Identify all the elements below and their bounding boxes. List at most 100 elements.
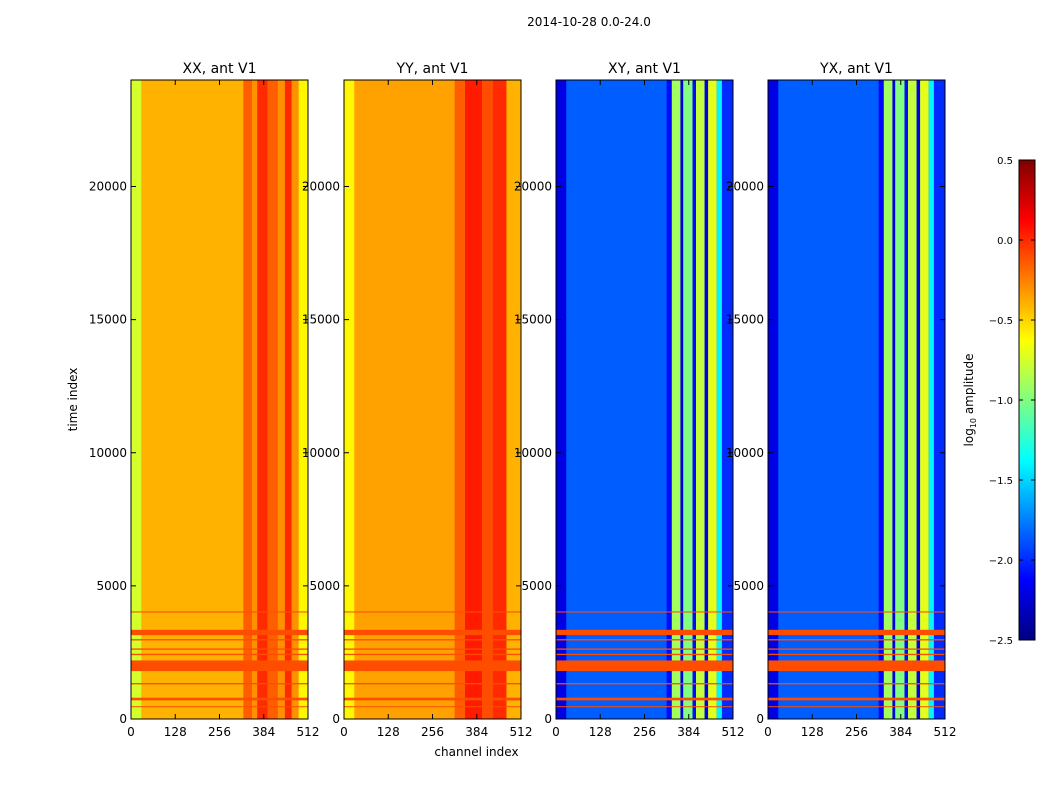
x-tick-label: 128 xyxy=(377,725,400,739)
heatmap-band xyxy=(556,80,567,719)
flagged-row xyxy=(768,653,945,656)
y-tick-label: 20000 xyxy=(514,180,552,194)
panel-3: XY, ant V1 0 128 256 384 512 0 5000 10000 15000 20… xyxy=(514,61,745,739)
x-axis-label: channel index xyxy=(434,745,518,759)
colorbar-tick-label: −0.5 xyxy=(989,316,1013,327)
heatmap-band xyxy=(704,80,709,719)
flagged-row xyxy=(556,660,733,672)
flagged-row xyxy=(556,648,733,650)
heatmap-band xyxy=(708,80,717,719)
flagged-row xyxy=(131,639,308,641)
colorbar-label-sub: 10 xyxy=(969,418,978,428)
flagged-row xyxy=(344,660,521,672)
x-tick-label: 512 xyxy=(510,725,533,739)
x-tick-label: 384 xyxy=(252,725,275,739)
heatmap-band xyxy=(904,80,909,719)
flagged-row xyxy=(768,697,945,701)
y-axis-label: time index xyxy=(66,368,80,432)
flagged-row xyxy=(768,648,945,650)
y-tick-label: 10000 xyxy=(302,446,340,460)
heatmap-panels: XX, ant V1 0 128 256 384 512 0 5000 10000 15000 20… xyxy=(66,61,956,759)
y-tick-label: 10000 xyxy=(89,446,127,460)
heatmap-band xyxy=(277,80,285,719)
y-tick-label: 15000 xyxy=(302,313,340,327)
x-tick-label: 512 xyxy=(297,725,320,739)
heatmap-band xyxy=(464,80,483,719)
y-tick-label: 20000 xyxy=(302,180,340,194)
flagged-row xyxy=(131,653,308,656)
colorbar-tick-label: 0.0 xyxy=(997,236,1013,247)
flagged-row xyxy=(768,639,945,641)
heatmap-band xyxy=(928,80,934,719)
x-tick-label: 128 xyxy=(164,725,187,739)
x-tick-label: 256 xyxy=(421,725,444,739)
heatmap-band xyxy=(895,80,905,719)
heatmap-band xyxy=(883,80,893,719)
y-tick-label: 0 xyxy=(119,712,127,726)
y-tick-label: 10000 xyxy=(514,446,552,460)
flagged-row xyxy=(556,611,733,613)
flagged-row xyxy=(344,611,521,613)
x-tick-label: 128 xyxy=(589,725,612,739)
x-tick-label: 128 xyxy=(801,725,824,739)
heatmap-band xyxy=(916,80,921,719)
heatmap-band xyxy=(257,80,268,719)
y-tick-label: 5000 xyxy=(521,579,552,593)
heatmap-band xyxy=(492,80,507,719)
y-tick-label: 5000 xyxy=(733,579,764,593)
flagged-row xyxy=(131,683,308,685)
flagged-row xyxy=(768,683,945,685)
colorbar-label-log: log xyxy=(962,428,976,446)
heatmap-band xyxy=(251,80,258,719)
heatmap-band xyxy=(482,80,493,719)
flagged-row xyxy=(344,706,521,708)
heatmap-band xyxy=(141,80,244,719)
panel-title: XX, ant V1 xyxy=(183,61,257,77)
heatmap-band xyxy=(566,80,667,719)
x-tick-label: 256 xyxy=(633,725,656,739)
flagged-row xyxy=(131,629,308,636)
y-tick-label: 20000 xyxy=(89,180,127,194)
heatmap-band xyxy=(671,80,681,719)
heatmap-band xyxy=(344,80,355,719)
y-tick-label: 15000 xyxy=(726,313,764,327)
flagged-row xyxy=(768,660,945,672)
y-tick-label: 20000 xyxy=(726,180,764,194)
y-tick-label: 0 xyxy=(756,712,764,726)
colorbar-tick-label: 0.5 xyxy=(997,156,1013,167)
flagged-row xyxy=(556,683,733,685)
heatmap-band xyxy=(454,80,465,719)
heatmap-band xyxy=(768,80,779,719)
x-tick-label: 512 xyxy=(722,725,745,739)
panel-2: YY, ant V1 0 128 256 384 512 0 5000 10000 15000 20… xyxy=(302,61,533,759)
flagged-row xyxy=(131,706,308,708)
heatmap-band xyxy=(778,80,879,719)
x-tick-label: 0 xyxy=(127,725,135,739)
heatmap-band xyxy=(920,80,929,719)
flagged-row xyxy=(556,697,733,701)
x-tick-label: 256 xyxy=(845,725,868,739)
heatmap-band xyxy=(243,80,252,719)
panel-title: XY, ant V1 xyxy=(608,61,681,77)
heatmap-band xyxy=(683,80,693,719)
panel-4: YX, ant V1 0 128 256 384 512 0 5000 10000 15000 20… xyxy=(726,61,957,739)
heatmap-band xyxy=(716,80,722,719)
colorbar-tick-label: −1.5 xyxy=(989,476,1013,487)
flagged-row xyxy=(556,639,733,641)
y-tick-label: 0 xyxy=(332,712,340,726)
y-tick-label: 15000 xyxy=(89,313,127,327)
flagged-row xyxy=(131,660,308,672)
colorbar-tick-label: −2.0 xyxy=(989,556,1013,567)
flagged-row xyxy=(131,648,308,650)
flagged-row xyxy=(344,639,521,641)
heatmap-band xyxy=(892,80,896,719)
y-tick-label: 0 xyxy=(544,712,552,726)
heatmap-band xyxy=(506,80,521,719)
flagged-row xyxy=(344,683,521,685)
colorbar-label: log10 amplitude xyxy=(962,354,978,447)
x-tick-label: 512 xyxy=(934,725,957,739)
heatmap-band xyxy=(696,80,705,719)
flagged-row xyxy=(556,629,733,636)
flagged-row xyxy=(768,706,945,708)
